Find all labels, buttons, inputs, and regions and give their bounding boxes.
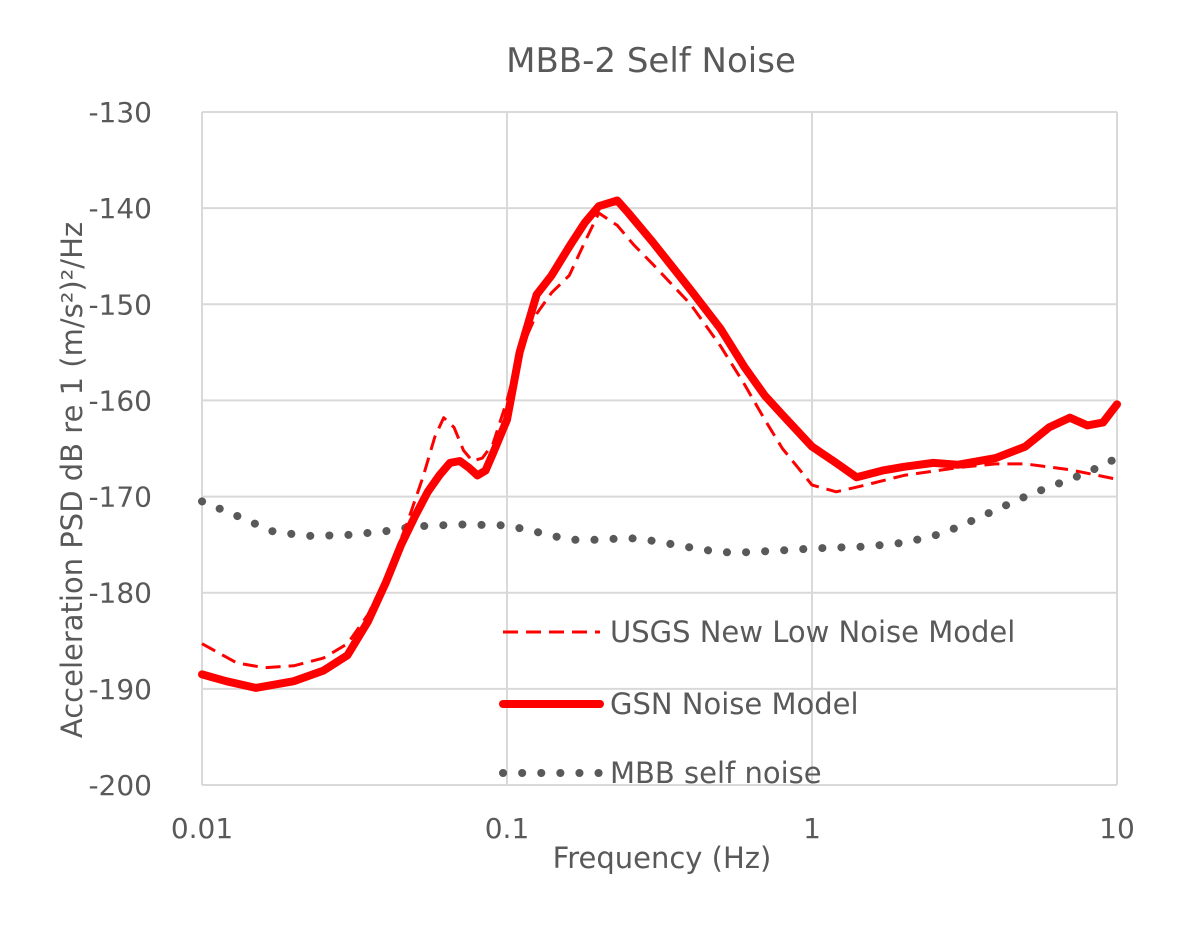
chart-title: MBB-2 Self Noise: [506, 41, 796, 81]
y-tick-label: -190: [88, 673, 152, 706]
x-tick-label: 0.01: [171, 812, 233, 845]
y-tick-label: -180: [88, 577, 152, 610]
legend-label: USGS New Low Noise Model: [610, 615, 1015, 649]
series-line-dashed: [201, 211, 1118, 670]
y-tick-label: -170: [88, 481, 152, 514]
y-tick-label: -150: [88, 288, 152, 321]
y-axis-label: Acceleration PSD dB re 1 (m/s²)²/Hz: [55, 222, 89, 738]
x-tick-label: 10: [1099, 812, 1135, 845]
legend-label: MBB self noise: [610, 756, 822, 790]
legend-label: GSN Noise Model: [610, 687, 859, 721]
series-line-solid: [198, 196, 1121, 692]
x-axis-ticks: 0.01 0.1 1 10: [171, 812, 1135, 845]
x-tick-label: 1: [803, 812, 821, 845]
x-tick-label: 0.1: [485, 812, 530, 845]
series-layer: [198, 196, 1121, 692]
x-axis-label: Frequency (Hz): [553, 841, 772, 875]
y-axis-ticks: -130 -140 -150 -160 -170 -180 -190 -200: [88, 96, 152, 802]
y-tick-label: -160: [88, 384, 152, 417]
y-tick-label: -140: [88, 192, 152, 225]
gridlines: [201, 111, 1118, 786]
y-tick-label: -130: [88, 96, 152, 129]
y-tick-label: -200: [88, 769, 152, 802]
legend: USGS New Low Noise Model GSN Noise Model M…: [499, 615, 1015, 790]
series-line-dotted: [198, 454, 1121, 557]
